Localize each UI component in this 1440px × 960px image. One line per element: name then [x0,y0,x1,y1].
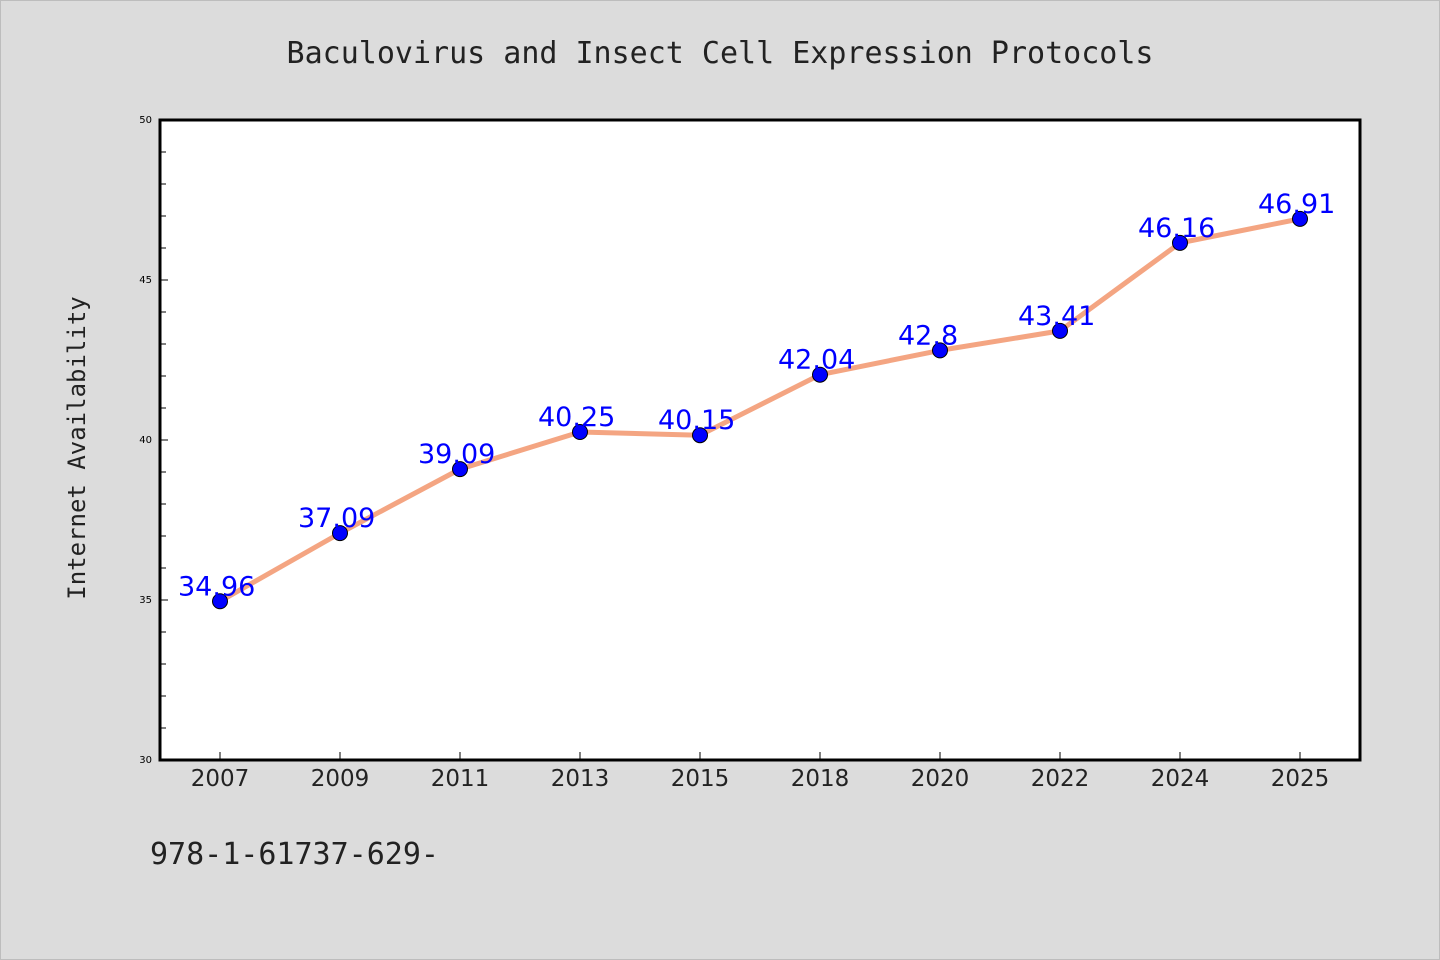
data-point [332,525,348,542]
data-point [1292,210,1308,227]
x-tick-label: 2022 [1031,766,1090,792]
chart-title: Baculovirus and Insect Cell Expression P… [287,36,1154,71]
y-tick-label: 30 [139,755,152,766]
data-label: 43.41 [1018,301,1095,332]
data-point [212,593,228,610]
data-point [1172,234,1188,251]
y-tick-label: 35 [139,595,152,606]
series-line [217,216,1303,604]
x-tick-label: 2013 [551,766,610,792]
series-line-group [217,216,1303,604]
data-label: 46.16 [1138,213,1215,244]
x-tick-label: 2025 [1271,766,1330,792]
data-points [212,210,1308,610]
y-tick-label: 45 [139,275,152,286]
y-tick-label: 40 [139,435,152,446]
x-tick-label: 2020 [911,766,970,792]
plot-area [158,118,1362,762]
x-tick-label: 2018 [791,766,850,792]
data-label: 40.25 [538,402,615,433]
data-labels: 34.96 37.09 39.09 40.25 40.15 42.04 42.8 43.41 4… [178,189,1335,602]
data-point [572,424,588,440]
data-point [932,342,948,359]
data-point [692,427,708,444]
data-label: 39.09 [418,439,495,470]
x-tick-label: 2015 [671,766,730,792]
y-tick-label: 50 [139,115,152,126]
footer-text: 978-1-61737-629- [150,837,439,872]
data-point [812,366,828,383]
x-axis: 2007 2009 2011 2013 2015 2018 2020 2022 2024 2025 [191,752,1330,792]
data-point [452,461,468,478]
data-label: 37.09 [298,503,375,534]
y-axis-label: Internet Availability [63,296,91,599]
data-label: 46.91 [1258,189,1335,220]
data-label: 40.15 [658,405,735,436]
x-tick-label: 2007 [191,766,250,792]
data-point [1052,322,1068,339]
x-tick-label: 2024 [1151,766,1210,792]
data-label: 42.04 [778,345,855,376]
x-tick-label: 2009 [311,766,370,792]
y-axis: 30 35 40 45 50 [139,115,168,766]
data-label: 42.8 [898,320,958,351]
x-tick-label: 2011 [431,766,490,792]
data-label: 34.96 [178,571,255,602]
